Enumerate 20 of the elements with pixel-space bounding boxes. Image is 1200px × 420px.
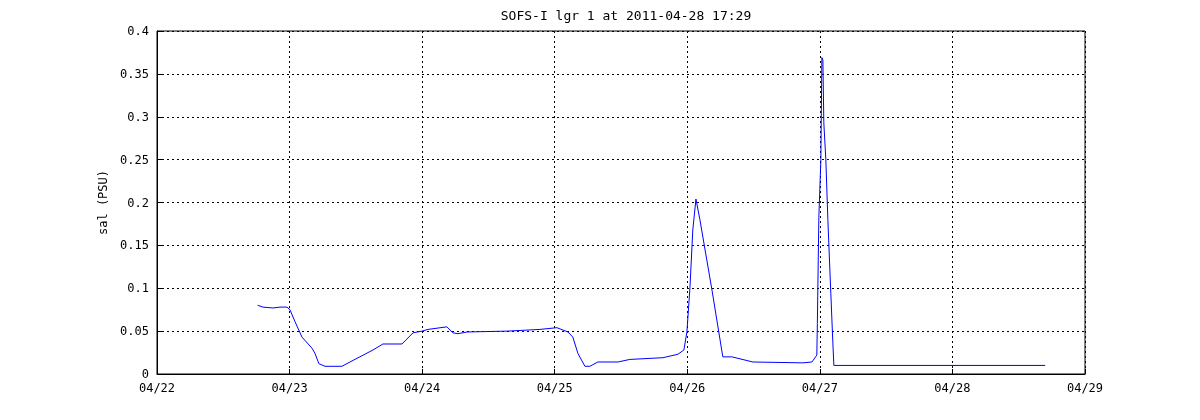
x-tick-label: 04/23 [271,381,308,395]
x-tick-label: 04/22 [138,381,176,395]
x-tick-label: 04/24 [404,381,441,395]
y-axis-title: sal (PSU) [96,169,110,236]
y-tick-label: 0.3 [127,109,149,124]
y-tick-label: 0.15 [120,238,149,253]
x-tick-label: 04/26 [669,381,706,395]
x-tick-label: 04/28 [934,381,971,395]
y-tick-label: 0.1 [127,281,149,296]
y-tick-label: 0.35 [120,66,149,81]
y-tick-label: 0.05 [120,324,149,339]
y-tick-label: 0.2 [127,195,149,210]
chart-title: SOFS-I lgr 1 at 2011-04-28 17:29 [500,8,752,23]
y-tick-label: 0 [141,367,149,381]
x-tick-label: 04/25 [536,381,573,395]
y-tick-label: 0.25 [120,152,149,167]
x-tick-label: 04/29 [1066,381,1104,395]
line-series [257,57,1046,367]
y-tick-label: 0.4 [127,24,149,38]
x-tick-label: 04/27 [801,381,838,395]
